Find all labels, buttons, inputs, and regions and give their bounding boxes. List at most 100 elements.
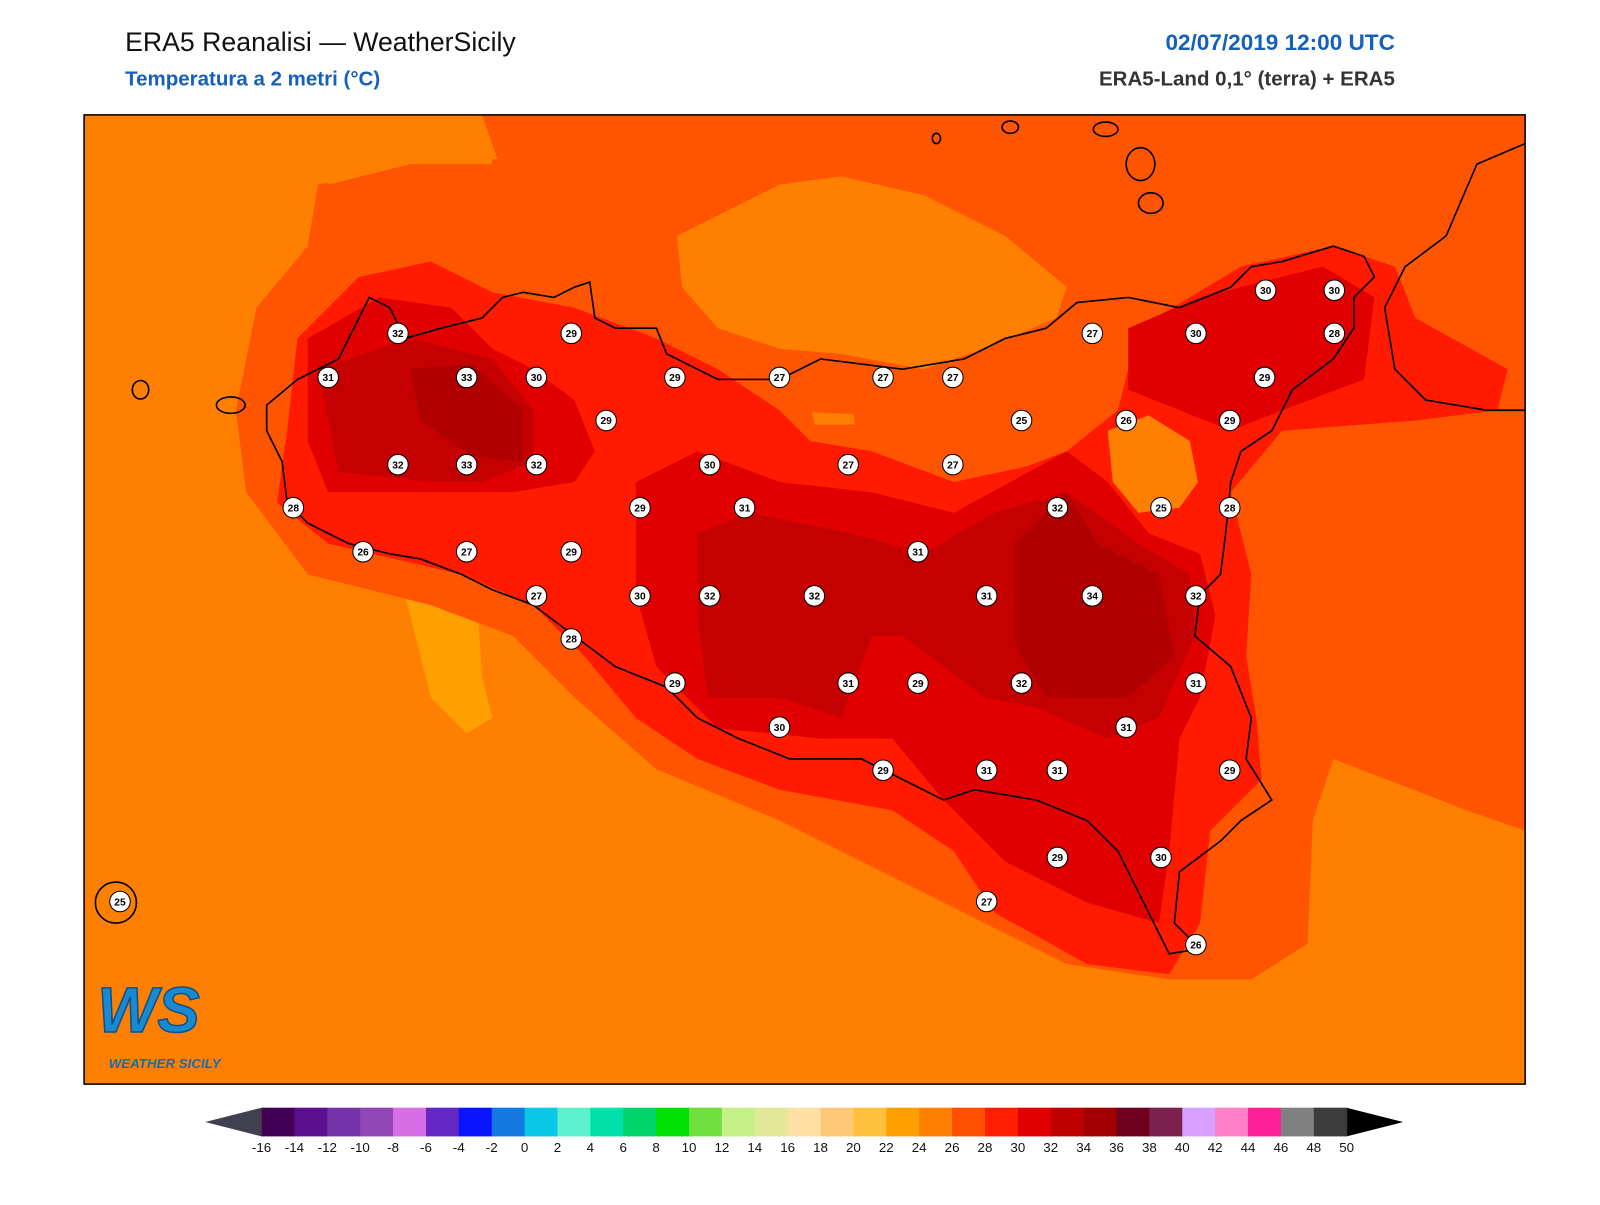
station-marker: [387, 322, 409, 345]
station: 31: [1115, 716, 1137, 738]
station-marker: [837, 453, 859, 476]
station-marker: [1081, 322, 1104, 345]
station-marker: [872, 366, 894, 389]
station: 26: [1185, 933, 1207, 956]
station: 31: [1185, 672, 1207, 694]
station: 31: [317, 366, 339, 389]
station-marker: [525, 366, 548, 389]
station-value: 28: [566, 635, 578, 646]
station-value: 29: [600, 416, 612, 427]
station: 31: [907, 541, 929, 563]
colorbar-tick-label: 48: [1306, 1140, 1321, 1155]
station: 29: [1253, 366, 1276, 389]
subtitle: Temperatura a 2 metri (°C): [125, 67, 380, 90]
colorbar-tick-label: 30: [1010, 1140, 1025, 1155]
station: 29: [907, 672, 929, 694]
station: 29: [560, 541, 583, 563]
station-value: 27: [531, 592, 543, 603]
station-marker: [1046, 496, 1069, 519]
station: 33: [455, 366, 478, 389]
colorbar-box: [656, 1107, 690, 1137]
station-value: 30: [774, 723, 786, 734]
station: 30: [768, 716, 791, 738]
station-marker: [1010, 409, 1033, 432]
station: 31: [733, 496, 756, 519]
colorbar-tick-label: 38: [1142, 1140, 1157, 1155]
station-marker: [1185, 585, 1207, 607]
station-marker: [629, 496, 651, 519]
station: 32: [1046, 496, 1069, 519]
station-marker: [595, 409, 617, 432]
station-value: 27: [1087, 329, 1099, 340]
station: 30: [698, 453, 721, 476]
station: 29: [1218, 759, 1241, 782]
station: 29: [664, 672, 686, 694]
station: 30: [525, 366, 548, 389]
station-value: 30: [1155, 853, 1167, 864]
field-34: [410, 364, 1175, 698]
station: 30: [1323, 279, 1346, 302]
station: 29: [1218, 409, 1241, 432]
station: 26: [352, 541, 374, 563]
station-value: 32: [531, 460, 543, 471]
station-value: 34: [1087, 592, 1099, 603]
station-marker: [975, 759, 998, 782]
station-value: 29: [566, 329, 578, 340]
station-marker: [1150, 496, 1172, 519]
colorbar-box: [1215, 1107, 1249, 1137]
colorbar-box: [1050, 1107, 1085, 1137]
station-value: 31: [981, 592, 993, 603]
station-value: 29: [1052, 853, 1064, 864]
station-marker: [768, 716, 791, 738]
station-value: 29: [1259, 373, 1271, 384]
colorbar-box: [393, 1107, 427, 1137]
station-marker: [560, 541, 583, 563]
station-marker: [387, 453, 409, 476]
station: 29: [629, 496, 651, 519]
station-value: 27: [877, 373, 889, 384]
station: 28: [1218, 496, 1241, 519]
colorbar-tick-label: -6: [420, 1140, 432, 1155]
colorbar-box: [327, 1107, 361, 1137]
station-marker: [455, 541, 478, 563]
station-value: 33: [461, 460, 473, 471]
station-marker: [1185, 672, 1207, 694]
colorbar-box: [689, 1107, 723, 1137]
station-value: 28: [1224, 503, 1236, 514]
station-marker: [1185, 322, 1207, 345]
station-value: 32: [392, 460, 404, 471]
colorbar-box: [261, 1107, 295, 1137]
station-marker: [664, 672, 686, 694]
colorbar-tick-label: 2: [554, 1140, 561, 1155]
colorbar-box: [886, 1107, 920, 1137]
station-marker: [1150, 846, 1172, 869]
station-value: 31: [981, 766, 993, 777]
colorbar-tick-label: -10: [351, 1140, 370, 1155]
logo-mark: WS: [97, 975, 199, 1046]
station-marker: [1010, 672, 1033, 694]
station-value: 27: [981, 897, 993, 908]
station-marker: [1323, 279, 1346, 302]
station-value: 32: [1190, 592, 1202, 603]
station-value: 28: [1329, 329, 1341, 340]
colorbar-tick-label: 34: [1076, 1140, 1091, 1155]
station-marker: [733, 496, 756, 519]
station-value: 31: [739, 503, 751, 514]
station-marker: [1254, 279, 1277, 302]
station: 26: [1115, 409, 1137, 432]
station: 33: [455, 453, 478, 476]
colorbar-box: [1280, 1107, 1315, 1137]
logo: WS WEATHER SICILY: [97, 974, 222, 1071]
colorbar-tick-label: 42: [1208, 1140, 1223, 1155]
station: 27: [837, 453, 859, 476]
station-marker: [317, 366, 339, 389]
station-value: 30: [531, 373, 543, 384]
station: 30: [629, 585, 651, 607]
station: 25: [1150, 496, 1172, 519]
station: 25: [109, 890, 131, 913]
colorbar-box: [787, 1107, 822, 1137]
stations: 30 30 32 29 27 30 28 31 33 30 29 27 27 27 29 29 25 26 29 32…: [109, 279, 1346, 956]
station: 27: [942, 453, 964, 476]
station: 27: [975, 890, 998, 913]
station: 30: [1254, 279, 1277, 302]
